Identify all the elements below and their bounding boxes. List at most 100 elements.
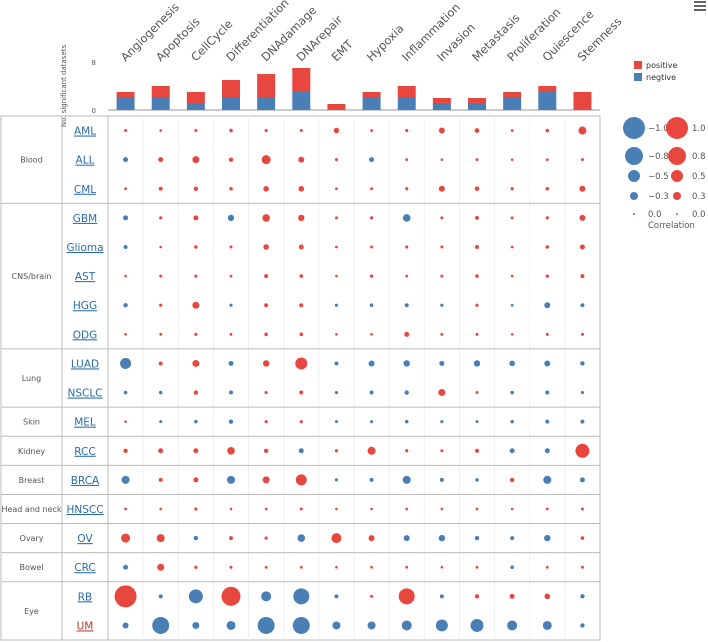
column-label: EMT [329,36,357,64]
correlation-bubble [292,616,310,634]
legend-size-positive-label: 1.0 [692,124,706,134]
column-label: Hypoxia [364,21,407,64]
legend-size-negative-label: −0.5 [648,172,669,182]
row-label-link[interactable]: AML [74,126,96,138]
row-label-link[interactable]: ALL [76,155,95,167]
correlation-bubble [544,302,551,309]
correlation-bubble [226,620,236,630]
correlation-bubble [475,303,479,307]
correlation-bubble [405,565,409,569]
row-label-link[interactable]: CML [74,184,96,196]
correlation-bubble [544,534,551,542]
legend-size-negative-circle [628,170,640,182]
row-label-link[interactable]: HNSCC [66,504,103,516]
correlation-bubble [545,390,550,395]
row-label-link[interactable]: GBM [73,213,97,225]
correlation-bubble [122,622,129,629]
correlation-bubble [221,586,241,606]
correlation-bubble [509,448,515,454]
legend-size-negative-circle [633,213,635,215]
bar-y-tick-label: 0 [92,107,96,115]
legend-size-negative-circle [623,117,645,139]
correlation-bubble [159,129,163,132]
row-label-link[interactable]: HGG [73,300,97,312]
bar-positive [222,80,240,98]
correlation-bubble [299,332,304,337]
correlation-bubble [264,274,269,279]
correlation-bubble [578,126,587,135]
correlation-bubble [262,476,270,484]
correlation-bubble [369,390,374,395]
correlation-bubble [404,303,409,308]
group-label: Eye [24,607,39,616]
correlation-bubble [298,244,304,250]
correlation-bubble [580,361,585,366]
correlation-bubble [297,534,306,542]
correlation-bubble [334,390,339,395]
bar-positive [186,92,205,104]
row-label-link[interactable]: NSCLC [67,388,102,400]
correlation-bubble [193,215,199,221]
correlation-bubble [334,449,339,453]
row-label-link[interactable]: OV [77,533,93,545]
correlation-bubble [398,588,415,605]
legend-size-negative-circle [625,147,643,165]
correlation-bubble [545,245,550,249]
row-label-link[interactable]: RB [78,591,93,603]
correlation-bubble [405,274,409,278]
correlation-bubble [438,389,446,397]
correlation-bubble [369,420,374,424]
correlation-bubble [543,475,552,484]
correlation-bubble [403,535,410,542]
correlation-bubble [335,507,338,511]
correlation-bubble [580,507,584,511]
correlation-bubble [475,158,479,162]
hamburger-menu-icon[interactable] [694,0,706,12]
correlation-bubble [334,158,338,162]
correlation-bubble [335,274,338,278]
row-label-link[interactable]: UM [77,620,94,632]
correlation-bubble [229,536,233,541]
row-label-link[interactable]: AST [75,271,96,283]
group-label: Ovary [20,534,44,543]
legend-negative-swatch [634,73,642,81]
correlation-bubble [332,621,341,630]
row-label-link[interactable]: MEL [74,417,96,429]
correlation-bubble [370,507,373,511]
correlation-bubble [229,245,233,249]
correlation-bubble [580,158,584,162]
row-label-link[interactable]: ODG [73,329,98,341]
correlation-bubble [580,390,585,395]
correlation-bubble [580,565,584,569]
row-label-link[interactable]: RCC [74,446,95,458]
correlation-bubble [298,214,305,222]
correlation-bubble [369,216,374,220]
row-label-link[interactable]: BRCA [71,475,100,487]
correlation-bubble [157,563,165,571]
correlation-bubble [510,245,514,249]
correlation-bubble [369,157,375,163]
correlation-bubble [438,127,445,134]
correlation-bubble [192,301,200,309]
correlation-bubble [262,214,270,222]
correlation-bubble [194,245,198,249]
correlation-bubble [193,535,199,541]
legend-size-negative-label: 0.0 [648,210,662,220]
row-label-link[interactable]: LUAD [71,358,99,370]
correlation-bubble [370,245,374,249]
correlation-bubble [124,187,127,191]
row-label-link[interactable]: CRC [74,562,95,574]
group-label: Breast [19,476,45,485]
correlation-bubble [542,620,552,630]
bar-negative [257,98,276,110]
correlation-bubble [440,565,444,569]
correlation-bubble [229,565,233,569]
correlation-bubble [507,620,518,631]
correlation-bubble [334,361,339,366]
correlation-bubble [439,360,445,366]
matrix-frame [0,115,601,641]
correlation-bubble [229,274,233,278]
row-label-link[interactable]: Glioma [66,242,103,254]
correlation-bubble [439,594,444,599]
correlation-bubble [194,419,198,424]
